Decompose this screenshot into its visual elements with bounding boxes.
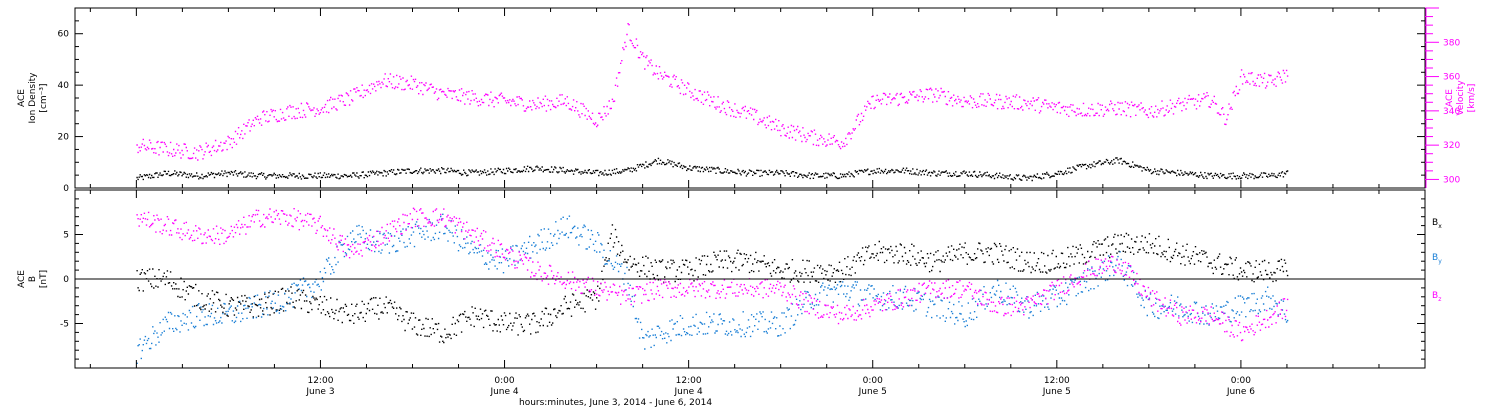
density-points (136, 157, 1289, 182)
x-tick-date: June 6 (1226, 387, 1255, 397)
panel-frames (74, 7, 1426, 369)
velocity-tick-label: 380 (1443, 38, 1460, 48)
x-tick-date: June 4 (489, 387, 518, 397)
x-tick-time: 0:00 (1231, 376, 1251, 386)
velocity-tick-label: 340 (1443, 107, 1460, 117)
velocity-tick-label: 360 (1443, 73, 1460, 83)
top-left-tick-label: 0 (63, 184, 69, 194)
top-panel-frame (74, 7, 1426, 189)
velocity-tick-label: 320 (1443, 141, 1460, 151)
x-axis-title: hours:minutes, June 3, 2014 - June 6, 20… (519, 398, 712, 408)
legend-Bx: Bx (1432, 218, 1442, 230)
x-tick-time: 0:00 (863, 376, 883, 386)
top-left-tick-label: 40 (58, 81, 70, 91)
x-tick-date: June 5 (858, 387, 887, 397)
x-tick-time: 12:00 (307, 376, 333, 386)
velocity-axis-title-line: Velocity (1456, 80, 1466, 116)
x-tick-time: 12:00 (1044, 376, 1070, 386)
density-axis-title-line: [cm⁻³] (39, 83, 49, 112)
velocity-points (136, 23, 1289, 161)
bottom-tick-label: 5 (63, 231, 69, 241)
velocity-axis-title-line: ACE (1445, 89, 1455, 107)
top-left-tick-label: 60 (58, 30, 70, 40)
x-tick-time: 12:00 (676, 376, 702, 386)
bottom-tick-label: -5 (60, 320, 69, 330)
By-points (136, 213, 1289, 364)
bottom-panel-points (136, 207, 1289, 364)
velocity-tick-label: 300 (1443, 175, 1460, 185)
legend-Bz: Bz (1432, 291, 1441, 303)
bottom-tick-label: 0 (63, 275, 69, 285)
axes-ticks (75, 7, 1439, 369)
density-axis-title-line: ACE (17, 89, 27, 107)
x-tick-time: 0:00 (494, 376, 514, 386)
top-panel-points (136, 23, 1289, 182)
density-axis-title-line: Ion Density (28, 72, 38, 124)
x-tick-date: June 5 (1042, 387, 1071, 397)
x-tick-date: June 3 (305, 387, 334, 397)
velocity-axis-title-line: [km/s] (1467, 84, 1477, 113)
legend-By: By (1432, 253, 1442, 265)
Bz-points (136, 207, 1289, 342)
b-axis-title-line: B (28, 276, 38, 282)
top-left-tick-label: 20 (58, 133, 70, 143)
b-axis-title-line: ACE (17, 270, 27, 288)
b-axis-title-line: [nT] (39, 270, 49, 288)
x-tick-date: June 4 (674, 387, 703, 397)
